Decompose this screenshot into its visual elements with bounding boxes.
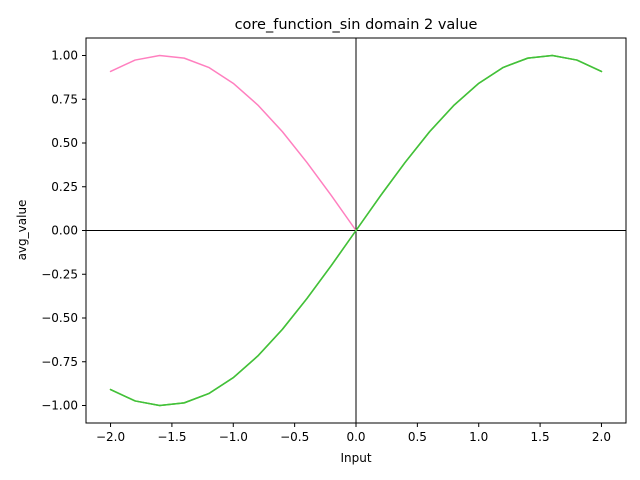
series-line-4	[109, 54, 603, 407]
x-tick-label: 0.0	[346, 430, 365, 444]
x-tick-label: 1.0	[469, 430, 488, 444]
y-tick-label: −0.50	[41, 311, 78, 325]
x-tick-label: −1.0	[219, 430, 248, 444]
y-tick-label: −1.00	[41, 399, 78, 413]
chart-title: core_function_sin domain 2 value	[235, 17, 478, 33]
y-axis-title: avg_value	[15, 200, 29, 261]
x-tick-label: 0.5	[408, 430, 427, 444]
x-tick-label: −1.5	[157, 430, 186, 444]
x-axis-title: Input	[340, 451, 371, 465]
y-tick-label: 0.75	[51, 92, 78, 106]
y-tick-label: −0.75	[41, 355, 78, 369]
y-tick-label: 0.25	[51, 180, 78, 194]
series-group	[109, 54, 603, 407]
x-tick-label: −0.5	[280, 430, 309, 444]
axes: −2.0 −1.5 −1.0 −0.5 0.0 0.5 1.0 1.5 2.0 −1.00 −0.7…	[41, 37, 627, 444]
y-tick-label: 1.00	[51, 49, 78, 63]
y-tick-label: −0.25	[41, 267, 78, 281]
series-line-1	[109, 54, 357, 232]
y-tick-label: 0.00	[51, 224, 78, 238]
x-tick-label: 2.0	[592, 430, 611, 444]
x-tick-label: −2.0	[96, 430, 125, 444]
y-tick-label: 0.50	[51, 136, 78, 150]
x-tick-label: 1.5	[531, 430, 550, 444]
